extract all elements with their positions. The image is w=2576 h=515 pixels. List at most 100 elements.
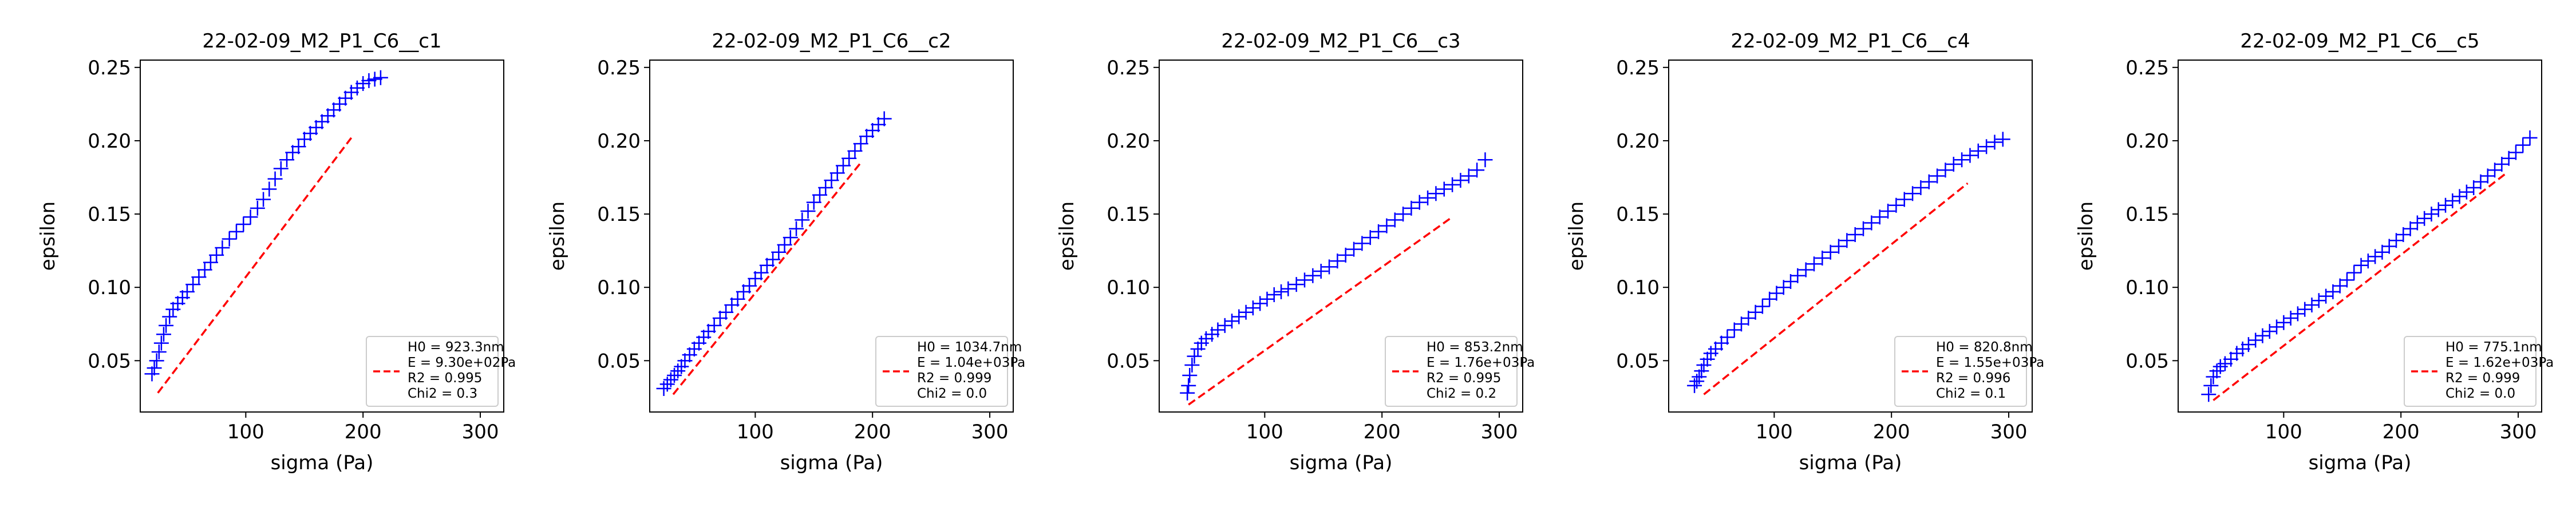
x-tick-label: 200 (1364, 421, 1401, 443)
legend-text: E = 1.76e+03Pa (1427, 355, 1535, 370)
legend-text: R2 = 0.995 (1427, 371, 1501, 386)
data-point (153, 335, 169, 351)
data-point (1755, 299, 1770, 314)
data-point (777, 237, 792, 252)
data-point (338, 90, 353, 106)
data-point (1913, 180, 1929, 195)
data-point (1404, 200, 1419, 216)
data-point (1281, 281, 1296, 296)
data-point (250, 200, 265, 216)
data-point (2396, 227, 2411, 242)
legend-text: H0 = 853.2nm (1427, 340, 1523, 355)
y-tick-label: 0.05 (1107, 350, 1150, 373)
data-point (2203, 378, 2219, 393)
data-point (829, 165, 845, 181)
data-point (1954, 152, 1970, 168)
data-point (800, 203, 816, 219)
data-point (2522, 130, 2538, 145)
subplot-3: 22-02-09_M2_P1_C6__c3 100 200 300 0.05 0.10 0.… (1056, 30, 1535, 474)
data-point (789, 221, 804, 236)
data-point (267, 171, 283, 187)
data-point (1962, 148, 1978, 163)
data-point (1831, 239, 1847, 254)
y-tick-label: 0.10 (88, 276, 131, 299)
data-point (1354, 236, 1370, 251)
y-tick-label: 0.20 (1107, 130, 1150, 153)
legend-text: E = 1.04e+03Pa (917, 355, 1025, 370)
data-point (736, 284, 751, 299)
data-point (818, 180, 833, 195)
x-tick-label: 300 (1990, 421, 2028, 443)
data-point (1469, 163, 1485, 178)
data-point (1274, 284, 1289, 299)
data-point (824, 173, 839, 188)
chart-title: 22-02-09_M2_P1_C6__c1 (202, 30, 441, 53)
data-point (1346, 241, 1362, 257)
y-axis-label: epsilon (1565, 201, 1588, 271)
x-axis-label: sigma (Pa) (2309, 451, 2412, 474)
data-point (1313, 264, 1329, 279)
data-point (1181, 378, 1196, 393)
legend-text: Chi2 = 0.0 (917, 386, 987, 401)
legend-frame (366, 336, 499, 407)
data-point (1708, 341, 1723, 356)
data-point (1839, 233, 1855, 248)
y-tick-label: 0.25 (1107, 57, 1150, 80)
data-point (1461, 168, 1476, 184)
chart-title: 22-02-09_M2_P1_C6__c3 (1221, 30, 1460, 53)
data-point (314, 114, 330, 129)
axes-frame (1668, 60, 2033, 413)
chart-title: 22-02-09_M2_P1_C6__c4 (1730, 30, 1970, 53)
x-axis-label: sigma (Pa) (271, 451, 374, 474)
axes-frame (649, 60, 1014, 413)
axes-frame (1159, 60, 1523, 413)
y-tick-label: 0.15 (1107, 203, 1150, 226)
data-point (1338, 247, 1353, 263)
legend-frame (1385, 336, 1518, 407)
y-tick-label: 0.25 (2125, 57, 2169, 80)
data-point (1187, 348, 1202, 364)
legend-text: R2 = 0.999 (2445, 371, 2520, 386)
x-axis-label: sigma (Pa) (1290, 451, 1393, 474)
legend-text: E = 1.55e+03Pa (1936, 355, 2044, 370)
data-point (1888, 197, 1904, 213)
y-tick-label: 0.05 (1616, 350, 1660, 373)
y-tick-label: 0.20 (2125, 130, 2169, 153)
data-point (291, 139, 306, 154)
y-axis-label: epsilon (1056, 201, 1078, 271)
data-point (236, 217, 251, 232)
data-point (1938, 163, 1953, 178)
legend-text: H0 = 1034.7nm (917, 340, 1022, 355)
y-tick-label: 0.10 (2125, 276, 2169, 299)
data-point (209, 247, 224, 263)
x-tick-label: 100 (737, 421, 774, 443)
data-point (1776, 280, 1791, 295)
data-point (273, 161, 289, 176)
data-point (1420, 190, 1436, 205)
fit-line (1188, 216, 1453, 406)
data-point (147, 360, 162, 376)
data-point (1970, 143, 1986, 159)
data-point (2403, 221, 2418, 236)
data-point (1987, 134, 2002, 150)
data-point (1864, 215, 1879, 231)
data-point (1720, 330, 1735, 345)
axes-frame (140, 60, 504, 413)
data-point (718, 304, 734, 320)
fit-line (1703, 182, 1969, 395)
legend-text: H0 = 775.1nm (2445, 340, 2542, 355)
y-tick-label: 0.05 (88, 350, 131, 373)
data-point (1696, 358, 1712, 373)
data-point (1823, 244, 1838, 260)
data-point (2346, 265, 2362, 280)
data-point (228, 224, 244, 239)
data-point (151, 344, 167, 359)
data-point (2466, 180, 2482, 195)
legend-text: H0 = 923.3nm (408, 340, 504, 355)
data-point (2389, 233, 2404, 248)
data-point (1995, 132, 2010, 147)
data-point (753, 265, 769, 280)
x-tick-label: 100 (1246, 421, 1283, 443)
